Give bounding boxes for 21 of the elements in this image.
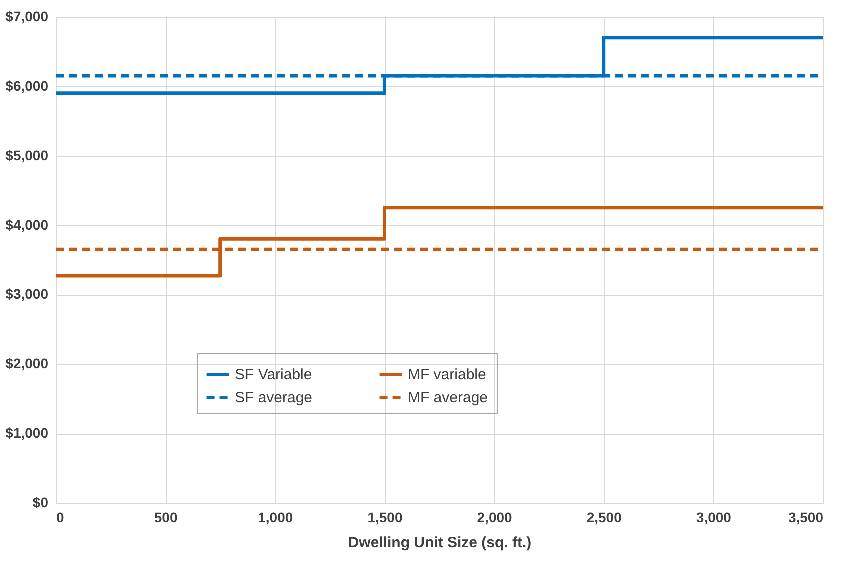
x-tick-label: 500 [154, 510, 178, 526]
x-tick-label: 1,500 [368, 510, 403, 526]
x-tick-label: 2,500 [586, 510, 622, 526]
y-tick-label: $3,000 [6, 286, 49, 302]
y-tick-label: $5,000 [6, 147, 49, 164]
y-tick-label: $2,000 [6, 356, 49, 372]
y-tick-label: $6,000 [6, 78, 49, 94]
y-tick-label: $7,000 [6, 8, 49, 24]
x-axis-title: Dwelling Unit Size (sq. ft.) [348, 534, 532, 552]
x-tick-label: 3,500 [788, 510, 824, 526]
legend-label: SF average [234, 390, 313, 407]
x-tick-label: 3,000 [696, 510, 732, 526]
y-tick-label: $0 [32, 494, 49, 510]
legend-label: MF average [408, 390, 488, 407]
y-tick-label: $4,000 [6, 216, 49, 233]
x-tick-label: 1,000 [258, 510, 294, 526]
x-tick-label: 0 [56, 510, 64, 526]
legend-label: MF variable [408, 366, 486, 384]
x-tick-label: 2,000 [477, 510, 513, 526]
y-tick-label: $1,000 [6, 425, 49, 442]
legend-label: SF Variable [234, 366, 312, 384]
